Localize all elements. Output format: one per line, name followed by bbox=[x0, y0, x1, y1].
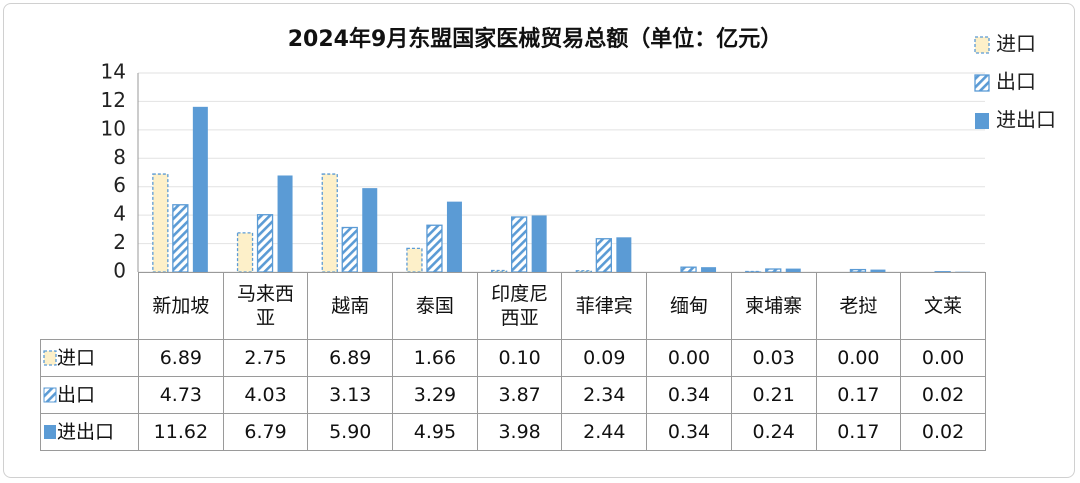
value-cell: 2.44 bbox=[561, 413, 648, 451]
bar bbox=[595, 238, 612, 273]
value-cell: 0.24 bbox=[730, 413, 817, 451]
row-header: 进出口 bbox=[40, 413, 139, 451]
value-cell: 0.02 bbox=[900, 413, 986, 451]
bar bbox=[426, 224, 443, 273]
value-cell: 6.79 bbox=[222, 413, 309, 451]
table-row: 进出口 11.62 6.79 5.90 4.95 3.98 2.44 0.34 0.24 0.17… bbox=[40, 413, 986, 451]
y-tick-label: 8 bbox=[113, 145, 126, 169]
legend-swatch bbox=[43, 350, 57, 366]
value-cell: 0.00 bbox=[646, 339, 732, 377]
value-cell: 3.98 bbox=[476, 413, 563, 451]
bar bbox=[152, 173, 169, 273]
corner-cell bbox=[40, 272, 139, 340]
bar bbox=[531, 215, 547, 272]
bar bbox=[277, 175, 293, 272]
bar bbox=[701, 267, 717, 272]
row-header: 出口 bbox=[40, 376, 139, 414]
table-row: 出口 4.73 4.03 3.13 3.29 3.87 2.34 0.34 0.21 0.17 0.… bbox=[40, 376, 986, 414]
bar bbox=[870, 269, 886, 272]
bar bbox=[362, 188, 378, 272]
value-cell: 6.89 bbox=[138, 339, 224, 377]
value-cell: 6.89 bbox=[307, 339, 394, 377]
y-tick-label: 12 bbox=[101, 88, 126, 112]
bar bbox=[446, 201, 462, 272]
value-cell: 0.09 bbox=[561, 339, 648, 377]
category-label: 柬埔寨 bbox=[730, 272, 817, 340]
bar bbox=[785, 268, 801, 272]
value-cell: 0.34 bbox=[646, 413, 732, 451]
legend-swatch bbox=[974, 36, 990, 54]
value-cell: 4.03 bbox=[222, 376, 309, 414]
bar bbox=[616, 237, 632, 272]
category-label: 缅甸 bbox=[646, 272, 732, 340]
row-label: 出口 bbox=[57, 384, 96, 406]
legend-swatch bbox=[43, 387, 57, 403]
value-cell: 2.75 bbox=[222, 339, 309, 377]
category-label: 泰国 bbox=[392, 272, 478, 340]
bar bbox=[490, 269, 508, 273]
legend-swatch bbox=[974, 74, 990, 92]
y-tick-label: 14 bbox=[101, 60, 126, 84]
value-cell: 0.00 bbox=[815, 339, 902, 377]
value-cell: 0.21 bbox=[730, 376, 817, 414]
value-cell: 0.17 bbox=[815, 376, 902, 414]
bar bbox=[510, 216, 528, 273]
value-cell: 2.34 bbox=[561, 376, 648, 414]
y-tick-label: 6 bbox=[113, 173, 126, 197]
category-label: 菲律宾 bbox=[561, 272, 648, 340]
header-row: 新加坡 马来西亚 越南 泰国 印度尼西亚 菲律宾 缅甸 柬埔寨 老挝 文莱 bbox=[40, 272, 986, 340]
bar bbox=[575, 270, 592, 273]
data-table: 新加坡 马来西亚 越南 泰国 印度尼西亚 菲律宾 缅甸 柬埔寨 老挝 文莱 进口 6.89 2.75 6.… bbox=[40, 272, 986, 451]
bar bbox=[321, 173, 338, 273]
value-cell: 3.87 bbox=[476, 376, 563, 414]
table-row: 进口 6.89 2.75 6.89 1.66 0.10 0.09 0.00 0.03 0.00 0.… bbox=[40, 339, 986, 377]
legend-key bbox=[43, 350, 57, 366]
y-tick-label: 2 bbox=[113, 230, 126, 254]
chart-frame bbox=[3, 3, 1075, 478]
value-cell: 0.02 bbox=[900, 376, 986, 414]
row-header: 进口 bbox=[40, 339, 139, 377]
legend-swatch bbox=[44, 425, 56, 439]
chart-title: 2024年9月东盟国家医械贸易总额（单位：亿元） bbox=[288, 26, 783, 52]
bar bbox=[192, 106, 208, 272]
value-cell: 0.00 bbox=[900, 339, 986, 377]
legend-label: 出口 bbox=[996, 70, 1036, 94]
value-cell: 1.66 bbox=[392, 339, 478, 377]
category-label: 越南 bbox=[307, 272, 394, 340]
value-cell: 3.13 bbox=[307, 376, 394, 414]
value-cell: 5.90 bbox=[307, 413, 394, 451]
row-label: 进出口 bbox=[57, 421, 115, 443]
category-label: 马来西亚 bbox=[222, 272, 309, 340]
value-cell: 4.95 bbox=[392, 413, 478, 451]
value-cell: 0.17 bbox=[815, 413, 902, 451]
bar bbox=[341, 226, 358, 273]
bar bbox=[256, 214, 274, 273]
category-label: 文莱 bbox=[900, 272, 986, 340]
y-tick-label: 4 bbox=[113, 202, 126, 226]
y-tick-label: 10 bbox=[101, 116, 126, 140]
legend-key bbox=[44, 425, 56, 439]
value-cell: 0.03 bbox=[730, 339, 817, 377]
row-label: 进口 bbox=[57, 347, 96, 369]
value-cell: 3.29 bbox=[392, 376, 478, 414]
bar bbox=[849, 268, 867, 273]
legend-swatch bbox=[975, 113, 989, 129]
bar bbox=[406, 247, 423, 273]
category-label: 印度尼西亚 bbox=[476, 272, 563, 340]
bar bbox=[236, 232, 254, 273]
category-label: 新加坡 bbox=[138, 272, 224, 340]
legend-label: 进出口 bbox=[996, 108, 1056, 132]
value-cell: 4.73 bbox=[138, 376, 224, 414]
bar bbox=[172, 204, 189, 273]
category-label: 老挝 bbox=[815, 272, 902, 340]
value-cell: 0.10 bbox=[476, 339, 563, 377]
value-cell: 11.62 bbox=[138, 413, 224, 451]
legend-label: 进口 bbox=[996, 32, 1036, 56]
legend-key bbox=[43, 387, 57, 403]
value-cell: 0.34 bbox=[646, 376, 732, 414]
